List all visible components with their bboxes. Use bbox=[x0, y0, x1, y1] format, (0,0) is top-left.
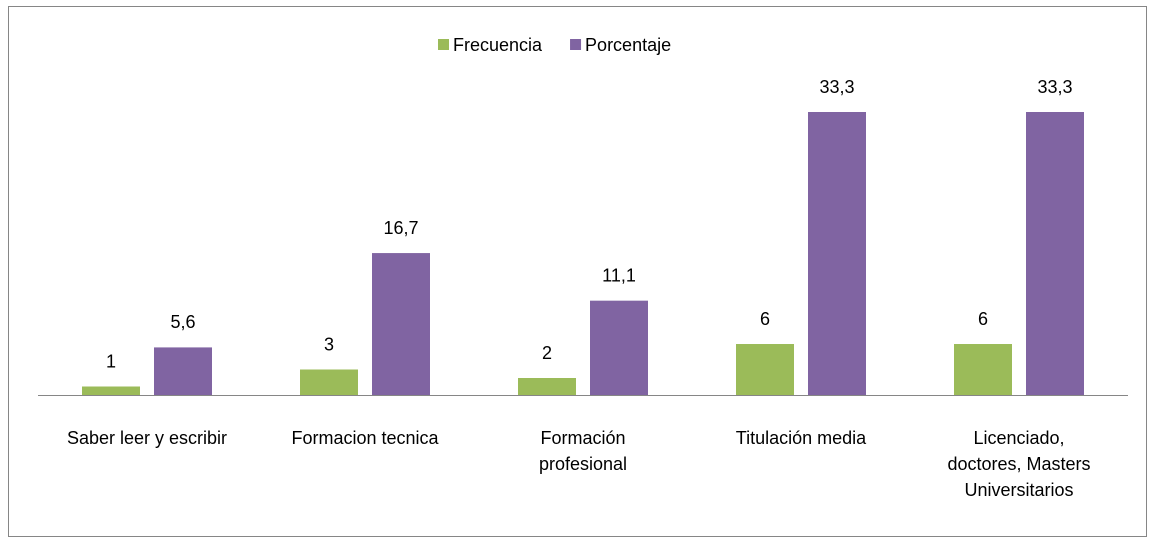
data-label: 5,6 bbox=[170, 312, 195, 332]
bar bbox=[736, 344, 794, 395]
x-tick-label: Formacion tecnica bbox=[291, 428, 439, 448]
bar bbox=[372, 253, 430, 395]
chart-border bbox=[8, 6, 1147, 537]
bar bbox=[590, 300, 648, 395]
data-label: 2 bbox=[542, 343, 552, 363]
data-label: 6 bbox=[978, 309, 988, 329]
data-label: 1 bbox=[106, 351, 116, 371]
data-label: 6 bbox=[760, 309, 770, 329]
legend-swatch bbox=[570, 39, 582, 50]
bar bbox=[518, 378, 576, 395]
data-label: 16,7 bbox=[383, 218, 418, 238]
bar bbox=[954, 344, 1012, 395]
data-label: 33,3 bbox=[819, 77, 854, 97]
x-tick-label: Saber leer y escribir bbox=[66, 428, 228, 448]
legend-label: Porcentaje bbox=[585, 35, 671, 55]
bar bbox=[1026, 112, 1084, 395]
data-label: 33,3 bbox=[1037, 77, 1072, 97]
x-tick-label: Titulación media bbox=[735, 428, 867, 448]
legend-swatch bbox=[438, 39, 449, 50]
bar bbox=[82, 386, 140, 395]
x-tick-label: Formación profesional bbox=[538, 428, 628, 474]
x-tick-label: Licenciado, doctores, Masters Universita… bbox=[947, 428, 1091, 500]
bar bbox=[154, 347, 212, 395]
bar bbox=[300, 369, 358, 395]
bar bbox=[808, 112, 866, 395]
data-label: 11,1 bbox=[602, 265, 636, 285]
data-label: 3 bbox=[324, 334, 334, 354]
legend-label: Frecuencia bbox=[453, 35, 543, 55]
